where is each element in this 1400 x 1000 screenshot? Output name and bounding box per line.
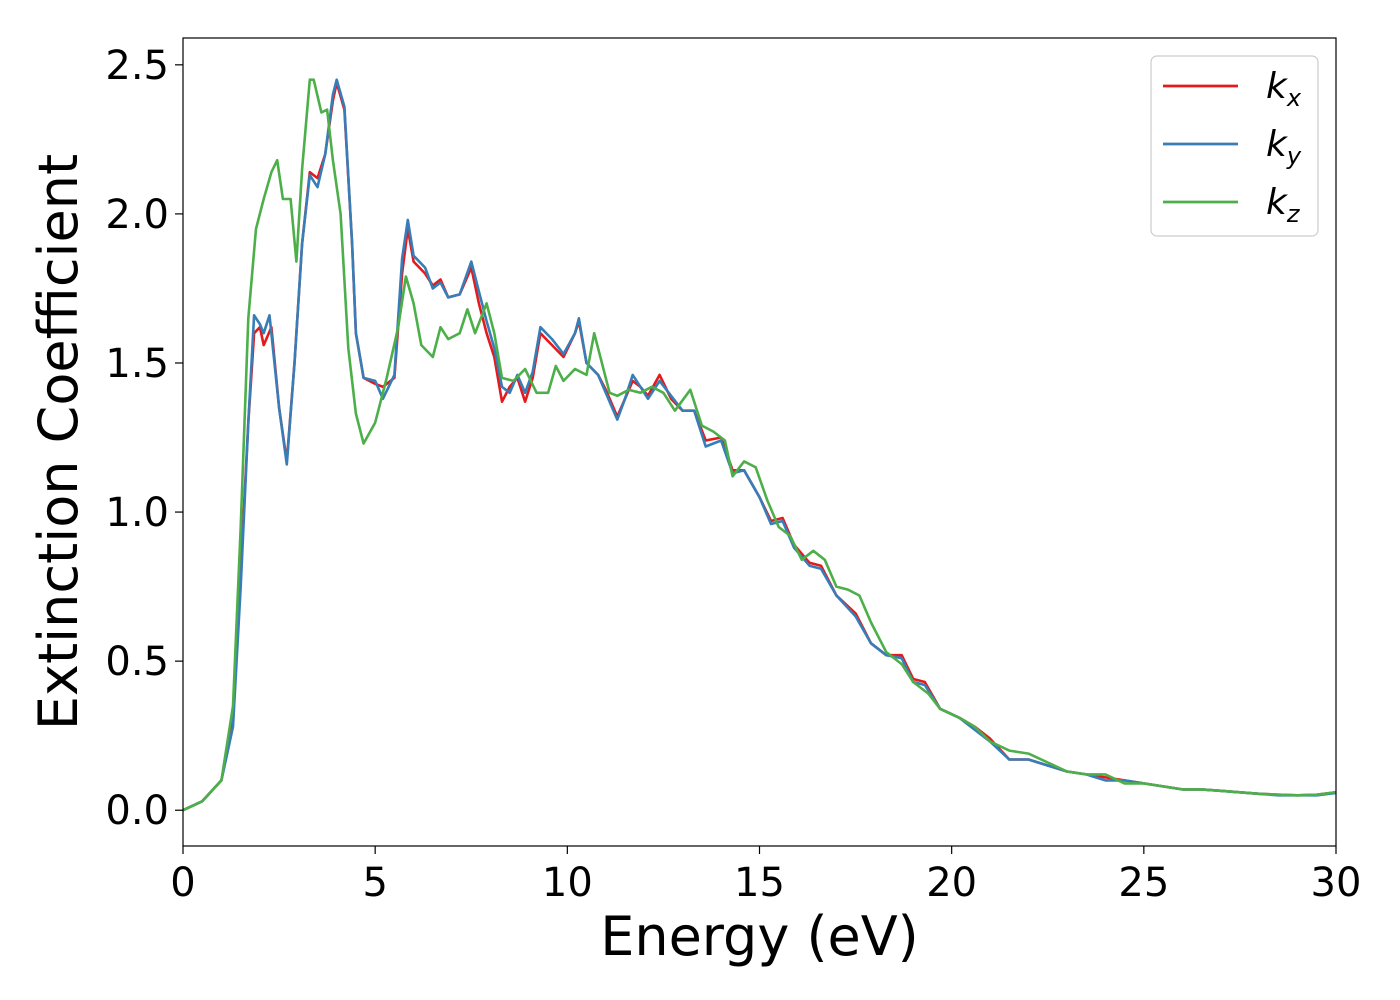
x-axis-title: Energy (eV) (600, 905, 919, 968)
legend-label-main: k (1266, 124, 1289, 165)
x-tick-label: 20 (926, 860, 977, 906)
x-tick-label: 10 (542, 860, 593, 906)
x-tick-label: 0 (170, 860, 195, 906)
legend-label-subscript: x (1286, 84, 1302, 112)
legend-label-z: kz (1266, 182, 1301, 228)
y-tick-label: 0.0 (105, 788, 169, 834)
series-layer (182, 78, 1337, 812)
legend-label-x: kx (1266, 66, 1302, 112)
series-line-y (182, 78, 1337, 812)
series-line-z (182, 78, 1337, 812)
legend-label-subscript: z (1286, 200, 1301, 228)
legend-label-subscript: y (1286, 142, 1302, 170)
y-axis-ticks: 0.0 0.5 1.0 1.5 2.0 2.5 (105, 43, 183, 834)
y-tick-label: 2.0 (105, 192, 169, 238)
y-tick-label: 0.5 (105, 639, 169, 685)
x-tick-label: 25 (1118, 860, 1169, 906)
legend-label-main: k (1266, 66, 1289, 107)
legend-label-y: ky (1266, 124, 1302, 170)
y-tick-label: 1.0 (105, 490, 169, 536)
legend-box (1150, 55, 1319, 237)
x-tick-label: 15 (734, 860, 785, 906)
x-axis-ticks: 0 5 10 15 20 25 30 (170, 846, 1361, 906)
y-tick-label: 2.5 (105, 43, 169, 89)
y-tick-label: 1.5 (105, 341, 169, 387)
y-axis-title: Extinction Coefficient (27, 154, 90, 730)
legend-label-main: k (1266, 182, 1289, 223)
x-tick-label: 5 (362, 860, 387, 906)
x-tick-label: 30 (1311, 860, 1362, 906)
